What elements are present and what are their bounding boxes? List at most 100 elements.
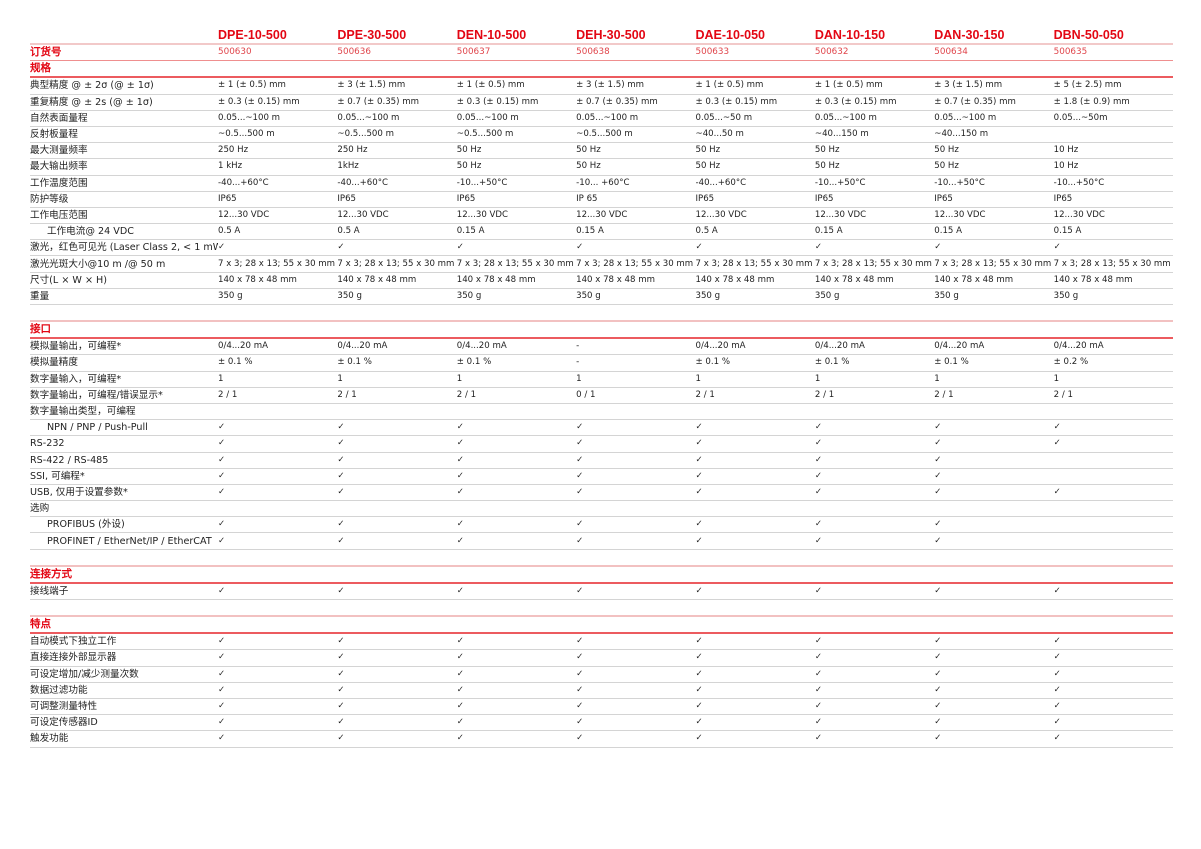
cell-value: -10...+50°C (456, 175, 577, 192)
check-icon: ✓ (456, 633, 577, 651)
check-icon: ✓ (1053, 484, 1173, 502)
table-row: 可调整测量特性 ✓ ✓ ✓ ✓ ✓ ✓ ✓ ✓ (30, 698, 1173, 716)
cell-value: 50 Hz (456, 142, 577, 160)
check-icon: ✓ (456, 516, 577, 534)
table-row: NPN / PNP / Push-Pull ✓ ✓ ✓ ✓ ✓ ✓ ✓ ✓ (30, 419, 1173, 437)
table-row: 接线端子 ✓ ✓ ✓ ✓ ✓ ✓ ✓ ✓ (30, 582, 1173, 600)
check-icon: ✓ (934, 730, 1054, 748)
spacer (218, 549, 337, 566)
spacer (934, 549, 1053, 566)
check-icon: ✓ (695, 516, 815, 534)
section-header-blank (695, 60, 815, 79)
check-icon: ✓ (934, 452, 1054, 469)
section-header-blank (576, 614, 696, 635)
model-header-row: DPE-10-500 DPE-30-500 DEN-10-500 DEH-30-500… (30, 27, 1173, 45)
check-icon: ✓ (814, 419, 935, 437)
cell-value: 7 x 3; 28 x 13; 55 x 30 mm (814, 255, 935, 273)
row-label: 数字量输出，可编程/错误显示* (30, 387, 218, 404)
cell-value: ± 0.3 (± 0.15) mm (218, 94, 338, 111)
table-row: RS-232 ✓ ✓ ✓ ✓ ✓ ✓ ✓ ✓ (30, 435, 1173, 453)
check-icon: ✓ (576, 714, 696, 732)
cell-value (576, 500, 696, 518)
spacer (457, 305, 576, 322)
check-icon: ✓ (934, 532, 1054, 550)
check-icon: ✓ (934, 666, 1054, 683)
check-icon: ✓ (337, 714, 457, 732)
cell-value: 0/4...20 mA (218, 338, 338, 356)
cell-value: IP65 (456, 191, 577, 208)
check-icon: ✓ (695, 532, 815, 550)
spec-sheet: DPE-10-500 DPE-30-500 DEN-10-500 DEH-30-500… (30, 27, 1173, 748)
section-spacer (30, 305, 1173, 322)
check-icon: ✓ (1053, 714, 1173, 732)
table-row: 工作电压范围 12...30 VDC 12...30 VDC 12...30 VDC 1… (30, 207, 1173, 225)
cell-value: -10...+50°C (814, 175, 935, 192)
row-label: 模拟量精度 (30, 354, 218, 372)
table-row: PROFINET / EtherNet/IP / EtherCAT ✓ ✓ ✓ ✓ ✓ ✓ ✓ (30, 532, 1173, 550)
row-label: 数字量输入，可编程* (30, 371, 218, 388)
check-icon: ✓ (576, 435, 696, 453)
cell-value (814, 403, 935, 421)
cell-value: 0.15 A (456, 223, 577, 241)
check-icon: ✓ (934, 239, 1054, 257)
check-icon: ✓ (337, 452, 457, 469)
section-title: 连接方式 (30, 564, 218, 584)
spacer (696, 305, 815, 322)
check-icon: ✓ (218, 468, 338, 485)
cell-value: 10 Hz (1053, 142, 1173, 160)
cell-value (337, 403, 457, 421)
check-icon: ✓ (456, 714, 577, 732)
check-icon: ✓ (576, 730, 696, 748)
check-icon: ✓ (576, 484, 696, 502)
table-row: 数据过滤功能 ✓ ✓ ✓ ✓ ✓ ✓ ✓ ✓ (30, 682, 1173, 699)
row-label: 重量 (30, 288, 218, 306)
section-header-blank (695, 564, 815, 584)
cell-value: 2 / 1 (456, 387, 577, 404)
check-icon: ✓ (337, 419, 457, 437)
check-icon: ✓ (576, 516, 696, 534)
check-icon: ✓ (337, 484, 457, 502)
cell-value: 1 (814, 371, 935, 388)
cell-value: 140 x 78 x 48 mm (456, 272, 577, 289)
check-icon: ✓ (576, 532, 696, 550)
order-number: 500630 (218, 44, 338, 62)
check-icon: ✓ (934, 582, 1054, 600)
table-row: 可设定增加/减少测量次数 ✓ ✓ ✓ ✓ ✓ ✓ ✓ ✓ (30, 666, 1173, 683)
cell-value: 0.05...~100 m (934, 110, 1054, 127)
cell-value: 140 x 78 x 48 mm (1053, 272, 1173, 289)
section-header-blank (934, 60, 1054, 79)
check-icon: ✓ (695, 468, 815, 485)
model-name: DAN-30-150 (934, 27, 1054, 45)
cell-value: ~0.5...500 m (218, 126, 338, 144)
cell-value: 0.15 A (814, 223, 935, 241)
spacer (218, 600, 337, 617)
cell-value: 140 x 78 x 48 mm (576, 272, 696, 289)
section-header: 特点 (30, 614, 1173, 635)
cell-value: 250 Hz (337, 142, 457, 160)
check-icon: ✓ (814, 516, 935, 534)
row-label: 自动模式下独立工作 (30, 633, 218, 651)
cell-value: 0/4...20 mA (934, 338, 1054, 356)
spacer (1054, 305, 1173, 322)
table-row: 重量 350 g 350 g 350 g 350 g 350 g 350 g 350 g 350… (30, 288, 1173, 306)
check-icon: ✓ (934, 698, 1054, 716)
check-icon: ✓ (814, 730, 935, 748)
cell-value: 350 g (337, 288, 457, 306)
spacer (30, 305, 218, 322)
check-icon: ✓ (576, 468, 696, 485)
cell-value: 50 Hz (934, 142, 1054, 160)
table-row: 可设定传感器ID ✓ ✓ ✓ ✓ ✓ ✓ ✓ ✓ (30, 714, 1173, 732)
cell-value: ± 3 (± 1.5) mm (934, 77, 1054, 95)
cell-value: ± 0.7 (± 0.35) mm (337, 94, 457, 111)
spacer (218, 305, 337, 322)
section-header-blank (695, 614, 815, 635)
table-row: 反射板量程 ~0.5...500 m ~0.5...500 m ~0.5...5… (30, 126, 1173, 144)
check-icon: ✓ (695, 682, 815, 699)
cell-value: -10...+50°C (1053, 175, 1173, 192)
order-number: 500634 (934, 44, 1054, 62)
check-icon: ✓ (934, 633, 1054, 651)
section-title: 特点 (30, 614, 218, 635)
spacer (1054, 600, 1173, 617)
cell-value: 0.05...~100 m (814, 110, 935, 127)
